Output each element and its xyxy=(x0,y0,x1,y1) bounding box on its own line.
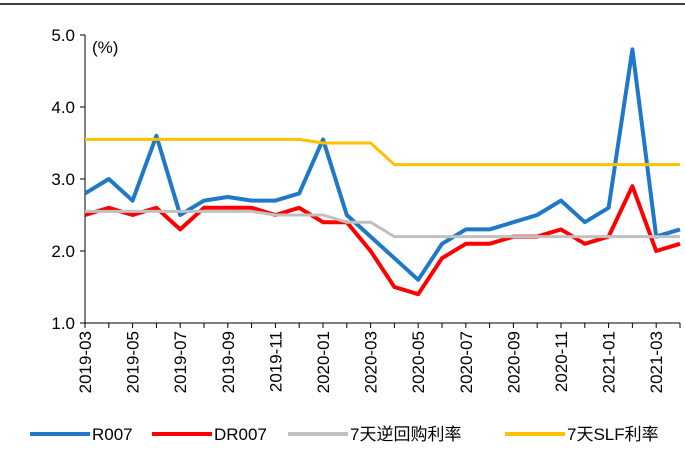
x-tick-label: 2021-03 xyxy=(647,331,666,393)
x-tick-label: 2019-11 xyxy=(266,331,285,392)
x-tick-label: 2021-01 xyxy=(600,331,619,393)
legend-label: DR007 xyxy=(214,425,267,444)
legend-label: 7天SLF利率 xyxy=(567,425,659,444)
line-series xyxy=(85,209,680,239)
x-tick-label: 2020-09 xyxy=(504,331,523,393)
y-tick-label: 1.0 xyxy=(51,314,75,333)
x-tick-label: 2020-11 xyxy=(552,331,571,392)
x-tick-label: 2019-09 xyxy=(219,331,238,393)
y-tick-label: 5.0 xyxy=(51,26,75,45)
line-series xyxy=(85,137,680,167)
x-tick-label: 2019-07 xyxy=(171,331,190,393)
x-tick-label: 2019-05 xyxy=(124,331,143,393)
y-tick-label: 2.0 xyxy=(51,242,75,261)
x-tick-label: 2019-03 xyxy=(76,331,95,393)
unit-label: (%) xyxy=(92,38,118,57)
y-tick-label: 3.0 xyxy=(51,170,75,189)
legend-label: 7天逆回购利率 xyxy=(350,425,461,444)
x-tick-label: 2020-03 xyxy=(362,331,381,393)
x-tick-label: 2020-01 xyxy=(314,331,333,393)
line-series xyxy=(84,184,681,297)
x-tick-label: 2020-07 xyxy=(457,331,476,393)
legend-label: R007 xyxy=(92,425,133,444)
x-tick-label: 2020-05 xyxy=(409,331,428,393)
y-tick-label: 4.0 xyxy=(51,98,75,117)
